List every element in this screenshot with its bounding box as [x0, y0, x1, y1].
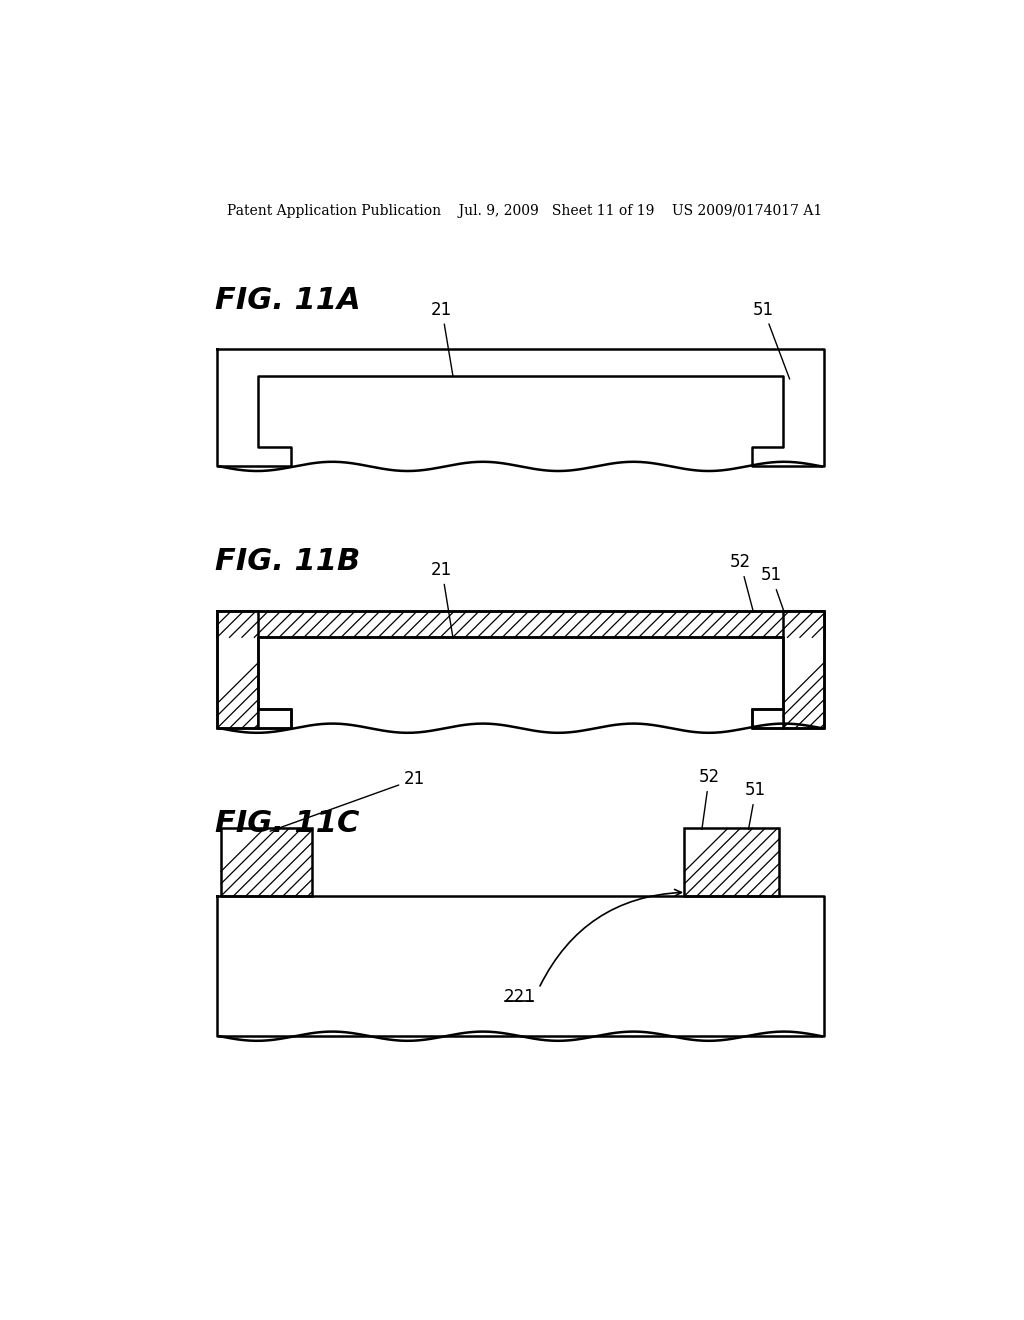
- Text: 51: 51: [753, 301, 790, 379]
- Text: 52: 52: [730, 553, 754, 612]
- Text: Patent Application Publication    Jul. 9, 2009   Sheet 11 of 19    US 2009/01740: Patent Application Publication Jul. 9, 2…: [227, 203, 822, 218]
- Bar: [783, 611, 824, 729]
- Text: 21: 21: [270, 771, 425, 832]
- Bar: [684, 829, 779, 896]
- Text: FIG. 11A: FIG. 11A: [215, 285, 360, 314]
- Bar: [752, 709, 783, 729]
- Text: 52: 52: [698, 768, 720, 829]
- Text: 51: 51: [745, 781, 766, 829]
- Text: 21: 21: [431, 561, 453, 639]
- Bar: [217, 611, 824, 638]
- Text: 21: 21: [431, 301, 453, 376]
- Text: FIG. 11C: FIG. 11C: [215, 809, 359, 838]
- Text: FIG. 11B: FIG. 11B: [215, 548, 360, 577]
- Text: 221: 221: [504, 989, 536, 1006]
- Bar: [221, 829, 312, 896]
- Bar: [258, 709, 291, 729]
- Bar: [217, 611, 258, 729]
- Text: 51: 51: [761, 566, 784, 612]
